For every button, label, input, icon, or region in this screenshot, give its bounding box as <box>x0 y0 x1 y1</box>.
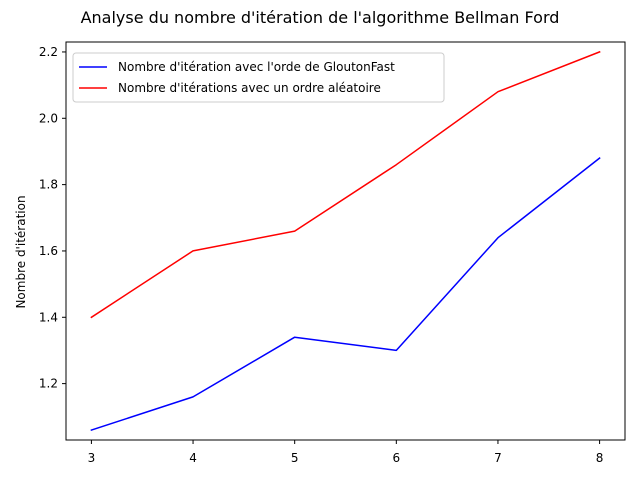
series-layer <box>90 50 601 432</box>
x-tick-label: 5 <box>291 451 299 465</box>
y-tick-label: 1.2 <box>39 377 58 391</box>
legend-label-series-2: Nombre d'itérations avec un ordre aléato… <box>118 81 381 95</box>
y-tick-label: 1.8 <box>39 178 58 192</box>
series-line-1 <box>90 157 601 432</box>
chart-title: Analyse du nombre d'itération de l'algor… <box>81 8 560 27</box>
y-axis: 1.2 1.4 1.6 1.8 2.0 2.2 <box>39 45 66 391</box>
x-tick-label: 7 <box>494 451 502 465</box>
x-axis: 3 4 5 6 7 8 <box>88 440 604 465</box>
y-axis-label: Nombre d'itération <box>14 195 28 308</box>
y-tick-label: 2.0 <box>39 111 58 125</box>
y-tick-label: 1.4 <box>39 310 58 324</box>
plot-frame <box>65 41 626 441</box>
legend: Nombre d'itération avec l'orde de Glouto… <box>72 52 445 103</box>
x-tick-label: 6 <box>392 451 400 465</box>
series-line-2 <box>90 50 601 319</box>
y-tick-label: 2.2 <box>39 45 58 59</box>
x-tick-label: 8 <box>596 451 604 465</box>
legend-label-series-1: Nombre d'itération avec l'orde de Glouto… <box>118 60 395 74</box>
legend-box <box>72 52 445 103</box>
x-tick-label: 3 <box>88 451 96 465</box>
y-tick-label: 1.6 <box>39 244 58 258</box>
x-tick-label: 4 <box>189 451 197 465</box>
